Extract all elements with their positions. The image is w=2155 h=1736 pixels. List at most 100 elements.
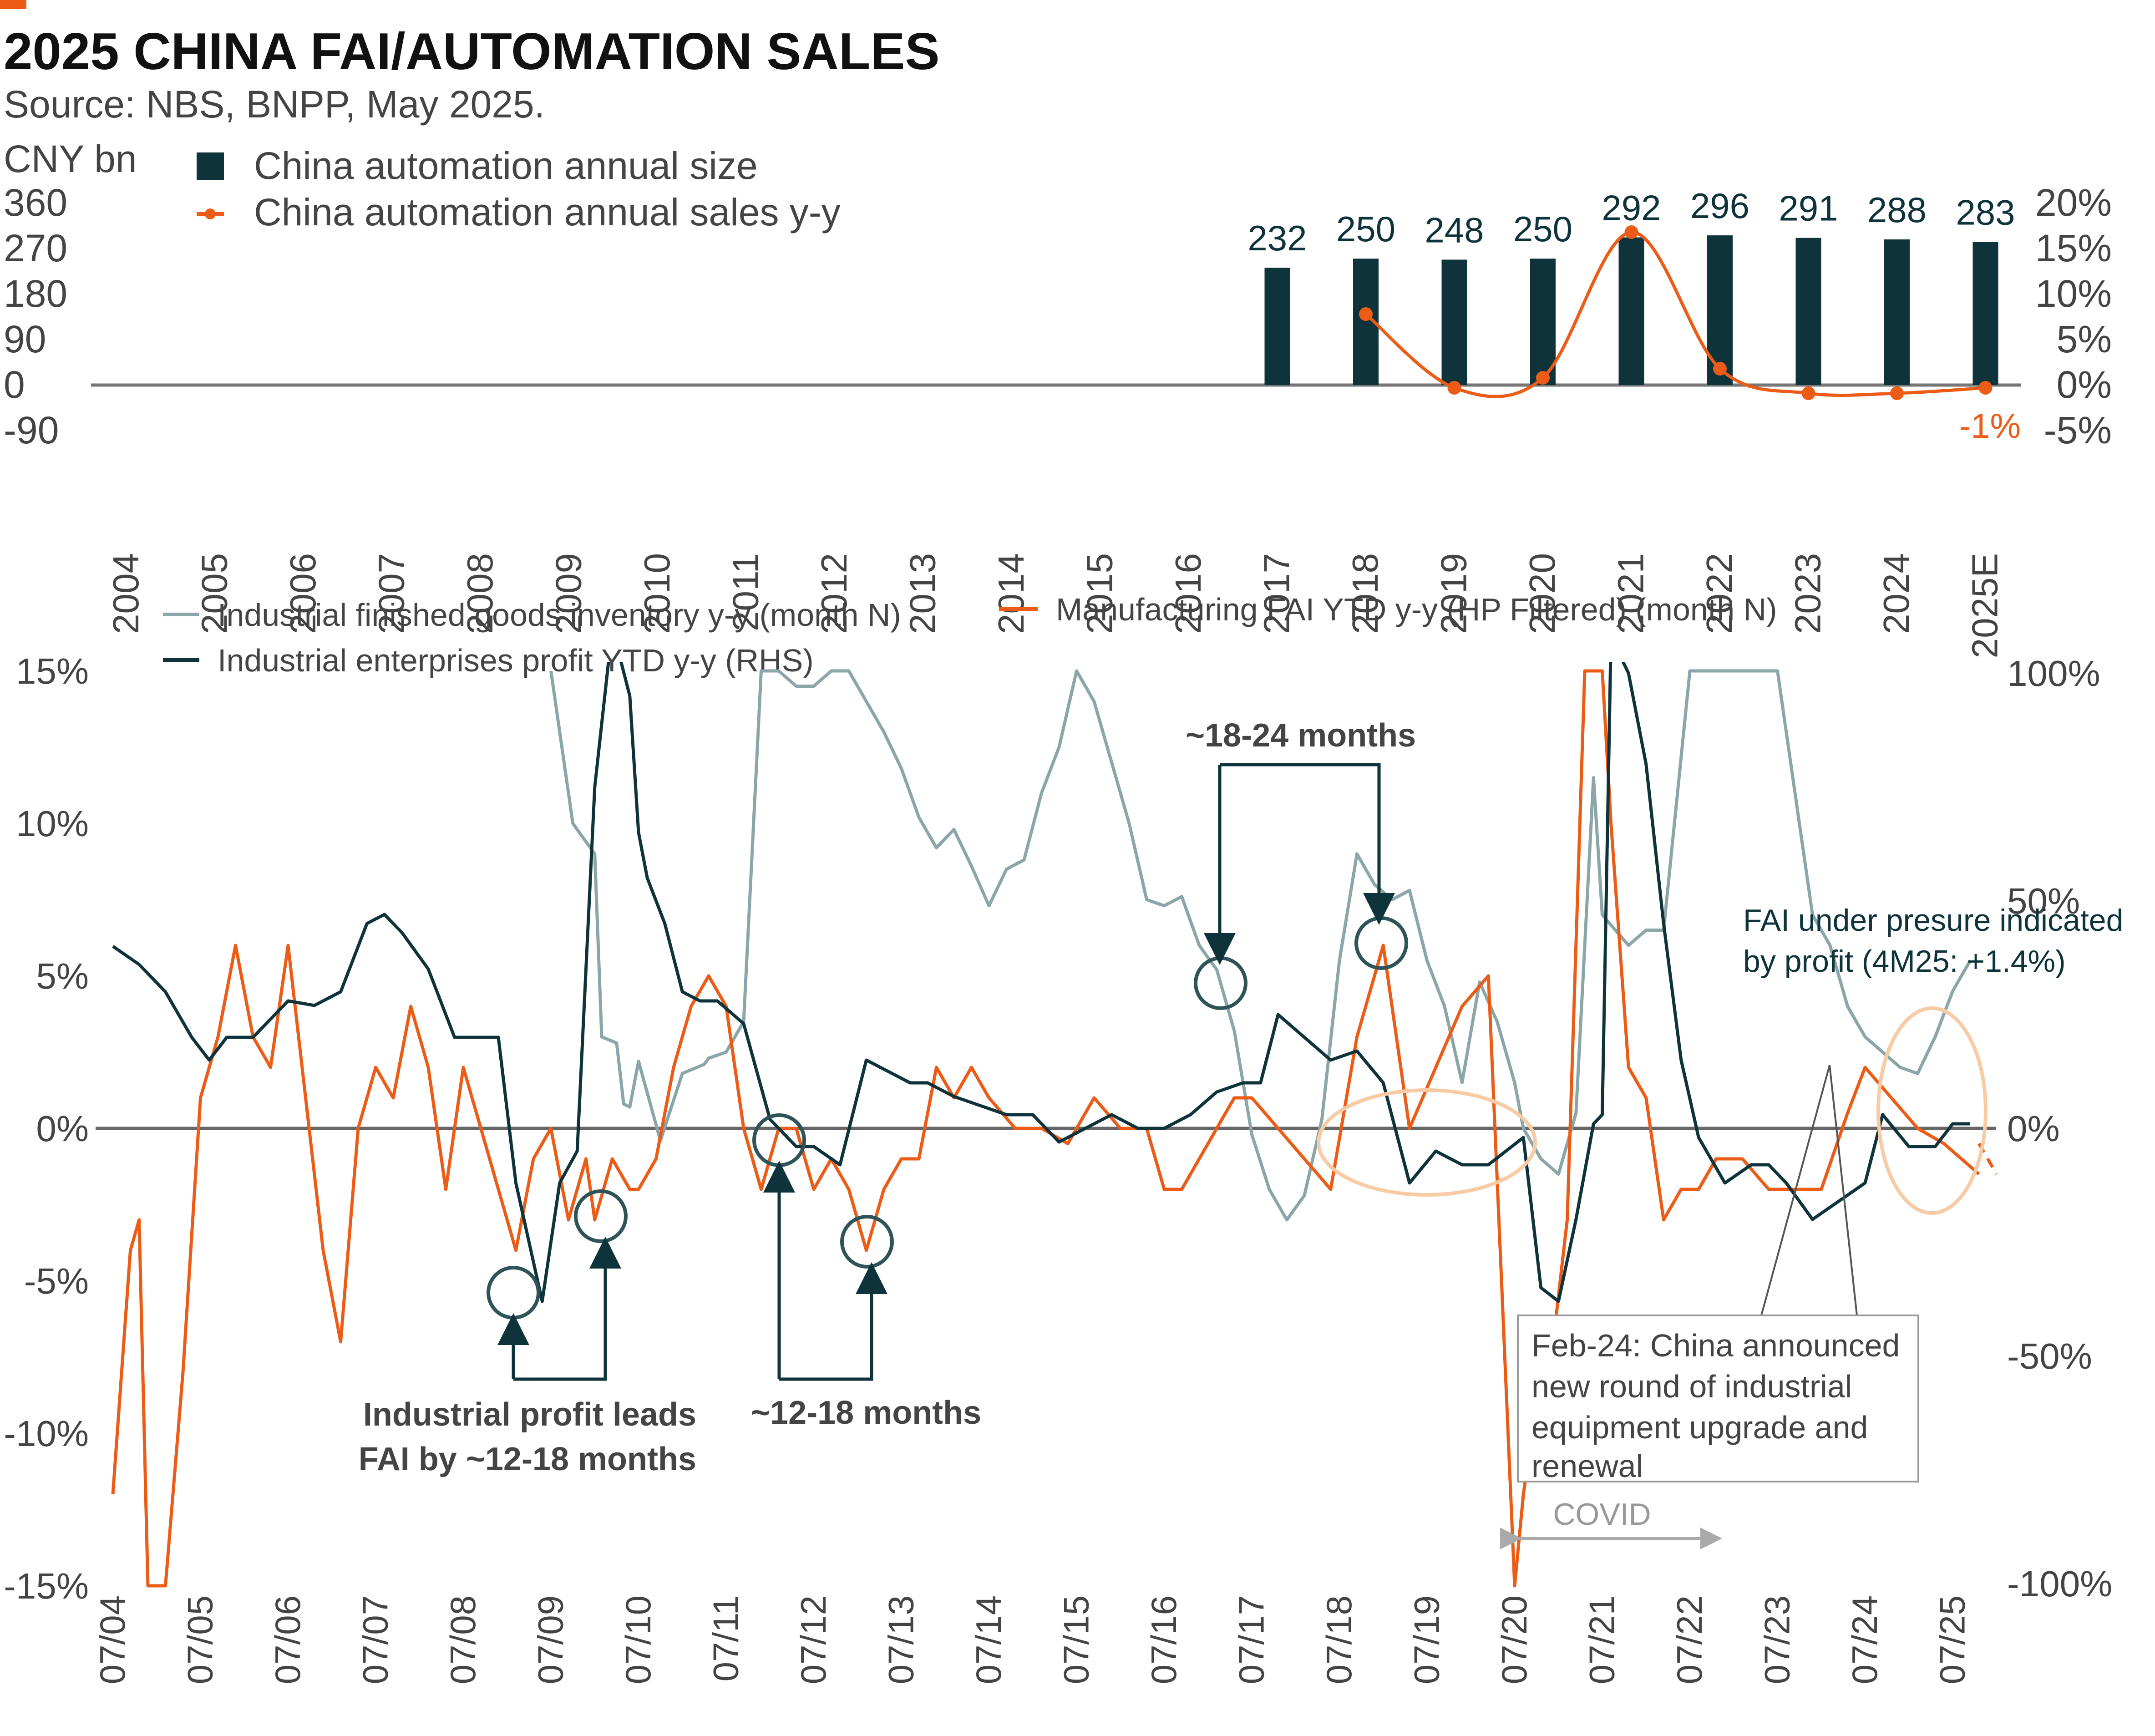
automation-growth-point — [1624, 225, 1638, 239]
bottom-x-tick-label: 07/04 — [92, 1595, 132, 1684]
bottom-right-tick-label: 50% — [2007, 881, 2080, 921]
top-x-tick-label: 2014 — [991, 553, 1031, 634]
bottom-line-series — [111, 662, 1998, 1588]
top-x-tick-label: 2004 — [106, 553, 146, 634]
automation-growth-point — [1536, 371, 1550, 385]
automation-size-data-label: 248 — [1425, 210, 1484, 250]
top-x-tick-label: 2017 — [1257, 553, 1297, 634]
bottom-x-tick-label: 07/18 — [1319, 1595, 1359, 1684]
bottom-x-tick-label: 07/09 — [531, 1595, 571, 1684]
automation-size-data-label: 232 — [1247, 218, 1307, 258]
top-x-tick-label: 2024 — [1876, 553, 1917, 634]
top-x-tick-label: 2006 — [283, 553, 323, 634]
top-x-tick-label: 2022 — [1699, 553, 1739, 634]
bottom-x-tick-label: 07/17 — [1232, 1595, 1272, 1684]
bottom-x-tick-label: 07/24 — [1845, 1595, 1885, 1684]
top-line-series: -1% — [1359, 225, 2021, 446]
legend-profit-label: Industrial enterprises profit YTD y-y (R… — [218, 643, 814, 678]
automation-size-bar — [1795, 238, 1821, 385]
top-x-tick-label: 2015 — [1080, 553, 1120, 634]
bottom-x-tick-label: 07/07 — [355, 1595, 396, 1684]
annotation-profit-leads-1: Industrial profit leads — [363, 1396, 696, 1433]
automation-growth-point — [1978, 381, 1993, 395]
bracket-2008-2009-base — [513, 1237, 621, 1381]
automation-size-bar — [1972, 242, 1998, 385]
annotation-feb24-line2: new round of industrial — [1531, 1369, 1852, 1404]
bottom-x-tick-label: 07/11 — [706, 1595, 746, 1681]
top-x-tick-label: 2020 — [1522, 553, 1562, 634]
profit-ytd-line — [112, 662, 1970, 1303]
annotation-feb24-line1: Feb-24: China announced — [1531, 1328, 1900, 1363]
bottom-x-tick-label: 07/14 — [968, 1595, 1009, 1684]
circle-marker — [487, 1266, 540, 1320]
legend-bar-label: China automation annual size — [254, 144, 758, 187]
bottom-x-tick-label: 07/16 — [1144, 1595, 1184, 1684]
bottom-left-tick-label: -5% — [24, 1261, 89, 1301]
bottom-left-axis: 15% 10% 5% 0% -5% -10% -15% — [4, 651, 89, 1606]
annotation-feb24-box: Feb-24: China announced new round of ind… — [1517, 1065, 1919, 1484]
top-x-tick-label: 2012 — [814, 553, 854, 634]
bottom-left-tick-label: 5% — [36, 956, 89, 996]
top-x-tick-label: 2010 — [637, 553, 677, 634]
automation-growth-point — [1359, 307, 1373, 321]
circle-marker — [840, 1215, 894, 1269]
automation-size-data-label: 296 — [1690, 186, 1749, 226]
bottom-x-tick-label: 07/22 — [1669, 1595, 1709, 1684]
annotation-callout-line — [1829, 1065, 1858, 1316]
top-right-tick-label: 5% — [2057, 318, 2112, 360]
top-right-tick-label: 10% — [2035, 272, 2112, 315]
automation-growth-point-label: -1% — [1959, 407, 2021, 446]
automation-size-bar — [1441, 259, 1467, 385]
highlight-ellipse-2019 — [1317, 1088, 1537, 1197]
top-x-tick-label: 2016 — [1168, 553, 1208, 634]
top-left-tick-label: -90 — [4, 409, 59, 452]
bottom-x-tick-label: 07/06 — [268, 1595, 308, 1684]
legend-line-marker — [205, 208, 216, 219]
automation-size-data-label: 283 — [1956, 193, 2015, 233]
top-x-tick-label: 2011 — [725, 553, 766, 631]
bottom-left-tick-label: -15% — [4, 1566, 89, 1606]
top-x-tick-label: 2005 — [194, 553, 235, 634]
top-left-tick-label: 360 — [4, 181, 67, 224]
top-x-tick-label: 2007 — [371, 553, 412, 634]
automation-growth-line — [1364, 230, 1986, 398]
automation-growth-point — [1447, 381, 1461, 395]
top-bar-series: 232 250 248 250 292 296 291 288 283 — [1247, 186, 2015, 385]
top-x-axis: 2004 2005 2006 2007 2008 2009 2010 2011 2012 2013… — [106, 553, 2005, 658]
automation-size-bar — [1530, 259, 1556, 385]
bottom-x-tick-label: 07/23 — [1757, 1595, 1797, 1684]
lead-brackets — [497, 763, 1395, 1381]
annotation-feb24-line4: renewal — [1531, 1448, 1643, 1484]
bottom-left-tick-label: 0% — [36, 1108, 89, 1149]
bottom-x-tick-label: 07/10 — [618, 1595, 658, 1684]
top-left-tick-label: 180 — [4, 272, 67, 315]
source-note: Source: NBS, BNPP, May 2025. — [4, 83, 545, 126]
automation-size-data-label: 250 — [1513, 209, 1572, 249]
annotation-12-18-months: ~12-18 months — [751, 1395, 981, 1431]
top-y-unit-label: CNY bn — [4, 137, 137, 180]
annotation-profit-leads-2: FAI by ~12-18 months — [359, 1441, 696, 1477]
legend-inventory-label: Industrial finished goods inventory y-y … — [218, 597, 901, 633]
annotation-fai-pressure-1: FAI under presure indicated — [1743, 903, 2123, 938]
fai-ytd-line — [111, 669, 1980, 1588]
covid-label: COVID — [1553, 1497, 1651, 1532]
page-title: 2025 CHINA FAI/AUTOMATION SALES — [4, 23, 940, 81]
automation-size-bar — [1884, 239, 1910, 385]
bottom-x-tick-label: 07/15 — [1056, 1595, 1096, 1684]
top-right-tick-label: 15% — [2035, 227, 2112, 269]
legend-line-label: China automation annual sales y-y — [254, 191, 841, 233]
legend-fai-label: Manufacturing FAI YTD y-y (HP Filtered) … — [1056, 592, 1777, 627]
annotation-box — [1517, 1315, 1919, 1482]
bottom-left-tick-label: 10% — [16, 803, 89, 844]
automation-size-data-label: 291 — [1779, 188, 1838, 228]
automation-growth-point — [1890, 386, 1904, 400]
bottom-x-tick-label: 07/19 — [1407, 1595, 1447, 1684]
annotation-callout-line — [1760, 1065, 1830, 1316]
bottom-right-axis: 100% 50% 0% -50% -100% — [2007, 653, 2112, 1604]
bottom-x-tick-label: 07/20 — [1494, 1595, 1534, 1684]
top-right-tick-label: -5% — [2044, 409, 2112, 452]
automation-size-data-label: 288 — [1867, 190, 1927, 230]
annotation-18-24-months: ~18-24 months — [1186, 717, 1416, 754]
